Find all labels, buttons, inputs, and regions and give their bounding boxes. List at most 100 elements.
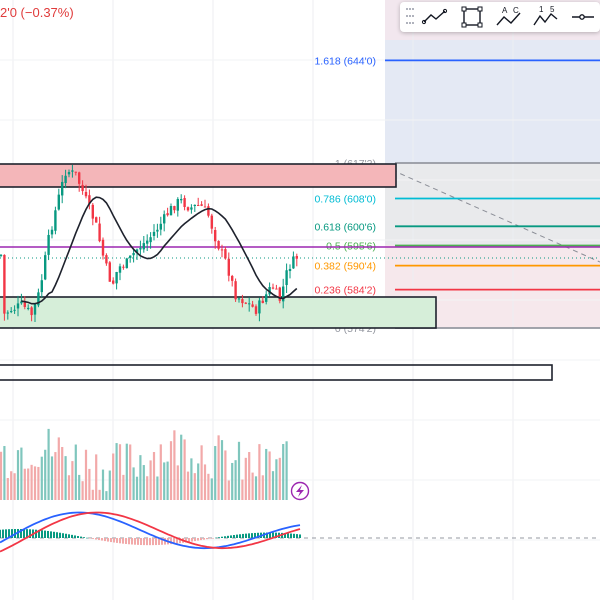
volume-bar xyxy=(135,476,139,500)
candle-body xyxy=(30,307,33,316)
macd-histogram-bar xyxy=(125,538,127,544)
macd-histogram-bar xyxy=(44,530,46,538)
candle-body xyxy=(40,280,43,293)
drawing-toolbar[interactable]: A C 1 5 xyxy=(400,2,600,32)
volume-bar xyxy=(6,478,9,500)
macd-histogram-bar xyxy=(299,534,301,538)
candle-body xyxy=(234,281,237,300)
macd-histogram-bar xyxy=(218,537,220,538)
fib-level-label: 0.236 (584'2) xyxy=(314,285,376,297)
macd-histogram-bar xyxy=(224,536,226,538)
candle-body xyxy=(33,304,37,315)
candle-body xyxy=(61,181,64,196)
macd-line xyxy=(0,511,301,550)
volume-bar xyxy=(193,473,196,500)
macd-histogram-bar xyxy=(248,533,250,538)
macd-histogram-bar xyxy=(8,529,10,538)
elliott-wave-tool-button[interactable]: 1 5 xyxy=(530,3,563,31)
volume-bar xyxy=(227,480,230,500)
macd-histogram-bar xyxy=(188,538,190,542)
candle-body xyxy=(180,199,183,201)
macd-histogram-bar xyxy=(89,538,91,539)
rectangle-tool-button[interactable] xyxy=(455,3,488,31)
candle-body xyxy=(231,275,234,281)
empty-rectangle-drawing[interactable] xyxy=(0,364,553,381)
volume-bar xyxy=(118,444,122,500)
candle-body xyxy=(0,254,3,256)
lightning-icon[interactable] xyxy=(290,481,310,501)
volume-histogram xyxy=(0,428,288,500)
candle-body xyxy=(190,207,193,210)
trend-line-tool-button[interactable] xyxy=(418,3,451,31)
candle-body xyxy=(200,204,203,206)
candle-body xyxy=(91,204,94,219)
macd-histogram-bar xyxy=(158,538,160,545)
volume-bar xyxy=(67,475,71,500)
volume-bar xyxy=(101,469,105,500)
volume-bar xyxy=(190,458,193,500)
volume-bar xyxy=(258,444,261,500)
volume-bar xyxy=(224,450,227,500)
abcd-pattern-tool-button[interactable]: A C xyxy=(492,3,525,31)
macd-histogram-bar xyxy=(5,529,7,538)
candle-body xyxy=(285,270,288,286)
volume-bar xyxy=(27,468,30,500)
macd-histogram-bar xyxy=(290,533,292,538)
macd-histogram-bar xyxy=(242,533,244,538)
macd-histogram-bar xyxy=(185,538,187,543)
volume-bar xyxy=(122,474,125,500)
support-zone-box[interactable] xyxy=(0,296,437,329)
macd-histogram-bar xyxy=(254,532,256,538)
candle-body xyxy=(37,292,40,306)
macd-histogram-bar xyxy=(227,535,229,538)
macd-histogram-bar xyxy=(95,538,97,540)
macd-histogram-bar xyxy=(86,537,88,539)
macd-histogram-bar xyxy=(236,534,238,538)
macd-histogram-bar xyxy=(251,533,253,538)
macd-histogram-bar xyxy=(62,533,64,538)
candle-body xyxy=(163,214,166,224)
macd-histogram-bar xyxy=(77,536,79,538)
macd-histogram-bar xyxy=(122,538,124,544)
horizontal-ray-tool-button[interactable] xyxy=(567,3,600,31)
volume-bar xyxy=(115,443,118,500)
candle-body xyxy=(67,172,71,175)
macd-histogram-bar xyxy=(269,532,271,538)
candle-body xyxy=(214,230,217,242)
volume-bar xyxy=(231,462,234,500)
volume-bar xyxy=(112,453,115,500)
macd-histogram-bar xyxy=(80,536,82,538)
candle-body xyxy=(16,303,20,309)
volume-bar xyxy=(23,468,26,500)
macd-histogram-bar xyxy=(275,532,277,538)
candle-body xyxy=(156,229,159,232)
volume-bar xyxy=(57,437,60,500)
macd-histogram-bar xyxy=(176,538,178,544)
volume-bar xyxy=(149,460,152,500)
macd-histogram-bar xyxy=(47,530,49,538)
candle-body xyxy=(139,247,142,250)
toolbar-drag-handle[interactable] xyxy=(406,7,414,27)
macd-histogram-bar xyxy=(245,533,247,538)
resistance-zone-box[interactable] xyxy=(0,163,397,188)
macd-histogram-bar xyxy=(134,538,136,545)
volume-bar xyxy=(197,463,200,500)
rectangle-tool-icon xyxy=(461,6,483,28)
volume-bar xyxy=(13,473,16,500)
volume-bar xyxy=(173,430,176,500)
macd-histogram-bar xyxy=(107,538,109,542)
volume-bar xyxy=(285,441,288,500)
macd-histogram-bar xyxy=(20,528,22,538)
candle-body xyxy=(183,198,186,207)
volume-bar xyxy=(265,448,268,500)
moving-average-line xyxy=(21,196,298,305)
horizontal-ray-tool-icon xyxy=(572,14,595,20)
abcd-label-c: C xyxy=(513,6,519,15)
candle-body xyxy=(282,286,285,302)
candle-body xyxy=(220,249,224,251)
volume-bar xyxy=(50,456,54,500)
candle-body xyxy=(169,206,173,216)
candle-body xyxy=(237,298,241,300)
